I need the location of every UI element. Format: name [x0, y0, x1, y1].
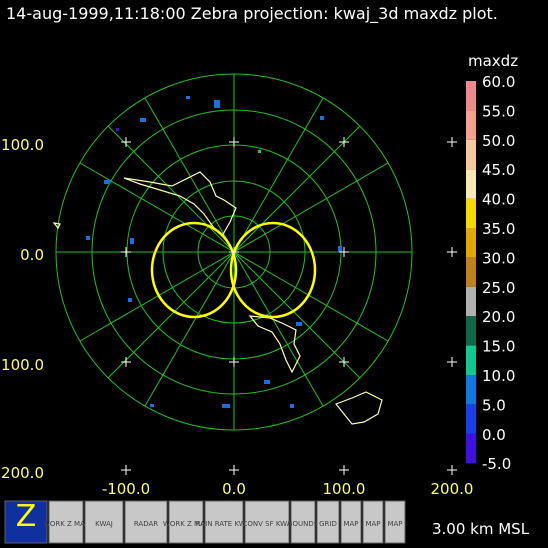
colorbar-swatch [466, 404, 476, 434]
colorbar-label: 0.0 [482, 426, 506, 444]
colorbar-title: maxdz [468, 52, 518, 70]
colorbar-label: 30.0 [482, 249, 515, 267]
icon-bg [362, 500, 384, 544]
colorbar-swatch [466, 228, 476, 258]
icon-label: WORK Z MAP [43, 520, 89, 528]
icon-label: MAP [387, 520, 402, 528]
colorbar-swatch [466, 198, 476, 228]
icon-bg [168, 500, 204, 544]
icon-bg [84, 500, 124, 544]
colorbar-label: 5.0 [482, 396, 506, 414]
x-label: 100.0 [323, 480, 366, 498]
x-label: -100.0 [102, 480, 150, 498]
colorbar-swatch [466, 110, 476, 140]
colorbar-label: 15.0 [482, 338, 515, 356]
y-label: 0.0 [20, 246, 44, 264]
toolbar-icon[interactable]: KWAJ [84, 500, 124, 544]
colorbar-label: 50.0 [482, 132, 515, 150]
icon-bg [384, 500, 406, 544]
colorbar-label: 55.0 [482, 102, 515, 120]
colorbar-label: 25.0 [482, 279, 515, 297]
icon-label: RAIN RATE KWAJ [196, 520, 252, 528]
colorbar-label: -5.0 [482, 455, 511, 473]
colorbar-swatch [466, 286, 476, 317]
icon-bg [290, 500, 316, 544]
toolbar-icon[interactable]: WORK Z MAP [43, 500, 89, 544]
icon-label: GRID [319, 520, 337, 528]
toolbar-icon[interactable]: GRID [316, 500, 340, 544]
icon-bg [48, 500, 84, 544]
colorbar-swatch [466, 257, 476, 287]
icon-bg [244, 500, 290, 544]
colorbar-label: 60.0 [482, 73, 515, 91]
icon-label: RADAR [134, 520, 158, 528]
colorbar-swatch [466, 316, 476, 346]
altitude: 3.00 km MSL [432, 520, 530, 538]
icon-label: BOUNDS [288, 520, 319, 528]
range-loops [150, 221, 317, 319]
toolbar-icon[interactable]: CONV SF KWA [242, 500, 292, 544]
title: 14-aug-1999,11:18:00 Zebra projection: k… [6, 4, 498, 24]
icon-label: MAP [365, 520, 380, 528]
colorbar-label: 40.0 [482, 191, 515, 209]
echoes [86, 96, 342, 408]
y-label: 100.0 [1, 356, 44, 374]
colorbar-label: 45.0 [482, 161, 515, 179]
toolbar-icon[interactable]: WORK Z MAP [163, 500, 209, 544]
plus-markers [121, 137, 457, 475]
icon-label: MAP [343, 520, 358, 528]
toolbar-icon[interactable]: MAP [340, 500, 362, 544]
icon-bg [124, 500, 168, 544]
x-label: 200.0 [431, 480, 474, 498]
toolbar-icon[interactable]: Z [4, 499, 48, 544]
colorbar-label: 10.0 [482, 367, 515, 385]
icon-label: KWAJ [95, 520, 113, 528]
toolbar-icon[interactable]: MAP [362, 500, 384, 544]
colorbar-swatch [466, 345, 476, 375]
icon-bg [4, 500, 48, 544]
colorbar-swatch [466, 433, 476, 464]
y-label: 100.0 [1, 136, 44, 154]
icon-bg [340, 500, 362, 544]
toolbar-icon[interactable]: BOUNDS [288, 500, 319, 544]
colorbar-swatch [466, 169, 476, 199]
icon-bg [204, 500, 244, 544]
colorbar-label: 35.0 [482, 220, 515, 238]
colorbar-swatch [466, 81, 476, 111]
toolbar-icon[interactable]: RADAR [124, 500, 168, 544]
toolbar-icon[interactable]: MAP [384, 500, 406, 544]
colorbar-swatch [466, 139, 476, 170]
toolbar-icon[interactable]: RAIN RATE KWAJ [196, 500, 252, 544]
icon-label: Z [16, 499, 37, 534]
icon-label: CONV SF KWA [242, 520, 291, 528]
x-label: 0.0 [222, 480, 246, 498]
colorbar-label: 20.0 [482, 308, 515, 326]
icon-label: WORK Z MAP [163, 520, 209, 528]
colorbar-swatch [466, 375, 476, 405]
y-label: 200.0 [1, 464, 44, 482]
coastline [52, 171, 383, 425]
icon-bg [316, 500, 340, 544]
